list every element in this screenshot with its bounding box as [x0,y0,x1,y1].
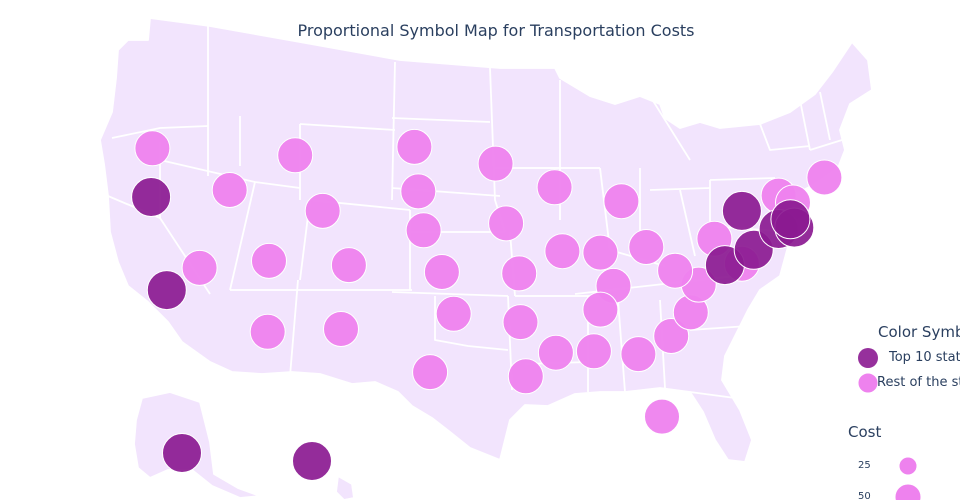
size-legend-symbol-25 [898,456,918,476]
bubble-nd[interactable] [396,128,433,165]
bubble-wi[interactable] [536,169,573,206]
bubble-wy[interactable] [304,192,341,229]
size-legend-label-25: 25 [858,460,871,471]
bubble-sd[interactable] [400,173,437,210]
color-legend-title: Color Symb [878,323,960,341]
size-legend-title: Cost [848,423,882,441]
color-legend-label-top10[interactable]: Top 10 stat [889,350,960,365]
bubble-ks[interactable] [423,254,460,290]
color-legend-symbol-rest [857,372,879,394]
bubble-in[interactable] [582,234,619,271]
bubble-ny[interactable] [721,190,762,231]
bubble-ar[interactable] [502,304,539,341]
cost-bubbles [131,128,843,481]
bubble-or[interactable] [131,177,172,217]
bubble-tx[interactable] [412,354,449,391]
bubble-nv[interactable] [181,249,218,286]
bubble-id[interactable] [211,172,248,208]
bubble-tn[interactable] [582,291,619,328]
bubble-mt[interactable] [277,137,314,174]
bubble-hi[interactable] [292,441,332,481]
bubble-fl[interactable] [644,398,680,435]
bubble-co[interactable] [330,247,367,284]
bubble-la[interactable] [507,358,544,395]
bubble-az[interactable] [249,313,286,350]
bubble-al[interactable] [575,333,612,370]
size-legend-symbol-50 [894,483,922,500]
bubble-ma[interactable] [770,199,811,240]
chart-title: Proportional Symbol Map for Transportati… [297,21,695,40]
bubble-oh[interactable] [628,229,665,265]
size-legend-symbols [894,456,922,500]
bubble-ga[interactable] [620,336,657,373]
bubble-nm[interactable] [323,311,359,347]
bubble-il[interactable] [544,233,581,270]
bubble-ia[interactable] [488,205,525,242]
hawaii-big-island [335,475,355,500]
bubble-sc[interactable] [653,318,690,354]
color-legend-symbols [857,348,879,394]
bubble-ms[interactable] [537,334,574,371]
bubble-me[interactable] [806,159,843,196]
bubble-wa[interactable] [134,130,171,167]
bubble-mi[interactable] [603,183,640,220]
color-legend-symbol-top10 [858,348,878,368]
bubble-ok[interactable] [435,295,472,332]
bubble-ut[interactable] [251,242,287,279]
size-legend-label-50: 50 [858,491,871,502]
bubble-ca[interactable] [146,270,187,311]
bubble-mo[interactable] [501,255,538,292]
color-legend-label-rest[interactable]: Rest of the st [877,375,960,390]
bubble-ne[interactable] [405,212,442,249]
bubble-ak[interactable] [162,433,202,473]
bubble-mn[interactable] [477,145,514,182]
bubble-wv[interactable] [657,252,694,289]
